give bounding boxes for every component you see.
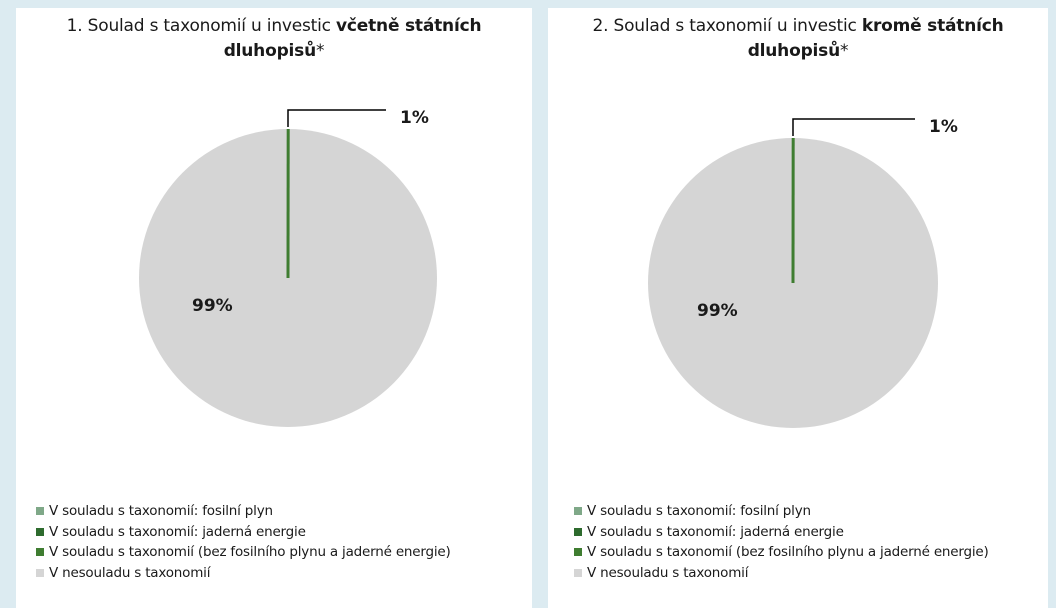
legend-item: V souladu s taxonomií: jaderná energie bbox=[36, 522, 451, 543]
legend-item: V nesouladu s taxonomií bbox=[36, 563, 451, 584]
legend-swatch bbox=[36, 548, 44, 557]
leader-line bbox=[792, 118, 915, 136]
legend-label: V souladu s taxonomií: jaderná energie bbox=[587, 523, 844, 540]
legend-swatch bbox=[574, 507, 582, 516]
legend-item: V souladu s taxonomií: fosilní plyn bbox=[574, 501, 989, 522]
legend-swatch bbox=[574, 548, 582, 557]
legend-label: V souladu s taxonomií (bez fosilního ply… bbox=[587, 544, 989, 560]
pie-chart: 1% 99% bbox=[139, 108, 437, 427]
legend-item: V souladu s taxonomií: fosilní plyn bbox=[36, 501, 451, 522]
chart-title: 1. Soulad s taxonomií u investic včetně … bbox=[16, 14, 532, 64]
chart-title-emphasis: včetně státních dluhopisů bbox=[223, 16, 482, 61]
data-label-not-aligned: 99% bbox=[697, 301, 738, 321]
legend-swatch bbox=[36, 527, 44, 536]
chart-panel-1: 1. Soulad s taxonomií u investic včetně … bbox=[16, 8, 532, 608]
legend-item: V nesouladu s taxonomií bbox=[574, 563, 989, 584]
legend-swatch bbox=[36, 507, 44, 516]
legend-item: V souladu s taxonomií (bez fosilního ply… bbox=[36, 542, 451, 563]
legend: V souladu s taxonomií: fosilní plyn V so… bbox=[574, 501, 989, 583]
chart-panel-2: 2. Soulad s taxonomií u investic kromě s… bbox=[548, 8, 1048, 608]
chart-title-emphasis: kromě státních dluhopisů bbox=[747, 16, 1004, 61]
chart-title-prefix: 1. Soulad s taxonomií u investic bbox=[66, 16, 337, 36]
legend-label: V souladu s taxonomií: fosilní plyn bbox=[49, 503, 273, 519]
legend: V souladu s taxonomií: fosilní plyn V so… bbox=[36, 501, 451, 583]
chart-title: 2. Soulad s taxonomií u investic kromě s… bbox=[548, 14, 1048, 64]
pie-chart: 1% 99% bbox=[648, 117, 958, 428]
legend-label: V souladu s taxonomií: jaderná energie bbox=[49, 523, 306, 540]
legend-swatch bbox=[36, 568, 44, 577]
chart-title-prefix: 2. Soulad s taxonomií u investic bbox=[592, 16, 862, 36]
chart-title-suffix: * bbox=[840, 41, 849, 61]
legend-label: V nesouladu s taxonomií bbox=[587, 564, 749, 581]
legend-label: V nesouladu s taxonomií bbox=[49, 564, 211, 581]
legend-item: V souladu s taxonomií (bez fosilního ply… bbox=[574, 542, 989, 563]
chart-title-suffix: * bbox=[316, 41, 325, 61]
data-label-aligned: 1% bbox=[400, 108, 429, 128]
legend-swatch bbox=[574, 568, 582, 577]
legend-label: V souladu s taxonomií (bez fosilního ply… bbox=[49, 544, 451, 560]
legend-swatch bbox=[574, 527, 582, 536]
data-label-not-aligned: 99% bbox=[192, 296, 233, 316]
legend-label: V souladu s taxonomií: fosilní plyn bbox=[587, 503, 811, 519]
data-label-aligned: 1% bbox=[929, 117, 958, 137]
leader-line bbox=[287, 109, 386, 127]
legend-item: V souladu s taxonomií: jaderná energie bbox=[574, 522, 989, 543]
